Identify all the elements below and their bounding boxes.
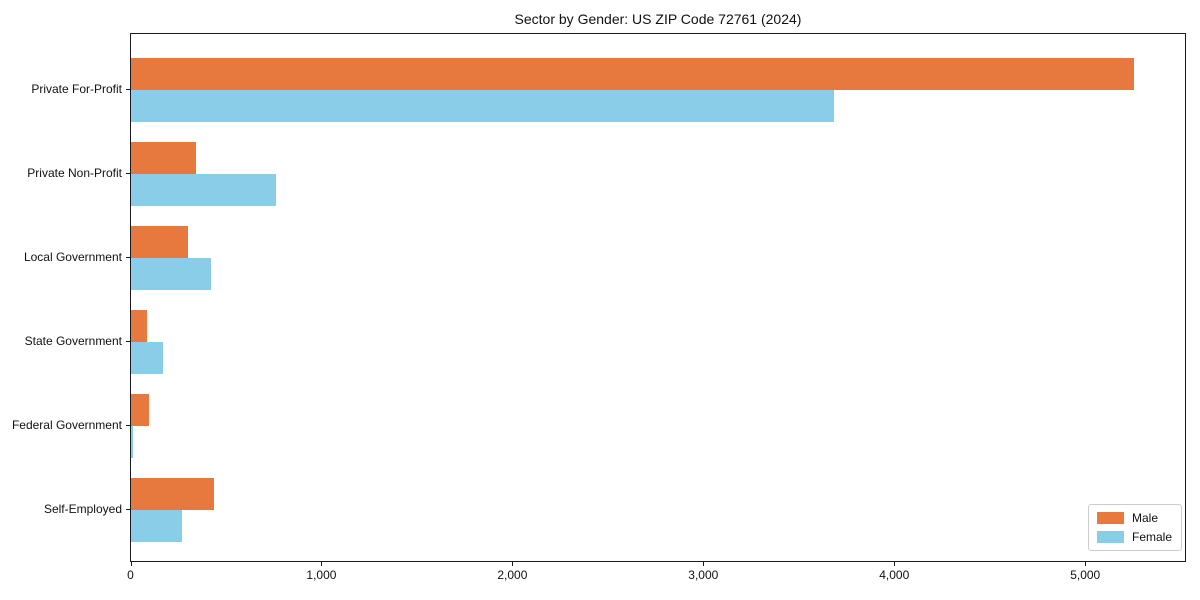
y-axis-label-local-government: Local Government xyxy=(23,249,122,264)
plot-area: Male Female xyxy=(130,33,1186,562)
legend-swatch-female xyxy=(1096,531,1124,543)
y-tick-mark xyxy=(126,256,130,258)
bar-male-self-employed xyxy=(131,477,215,510)
y-axis-label-state-government: State Government xyxy=(24,333,122,348)
x-axis-label-4-000: 4,000 xyxy=(879,568,910,582)
bar-male-state-government xyxy=(131,309,148,342)
bar-female-local-government xyxy=(131,257,212,290)
y-axis-label-federal-government: Federal Government xyxy=(11,417,122,432)
x-tick-mark xyxy=(512,562,514,566)
bar-male-private-for-profit xyxy=(131,57,1135,90)
x-axis-label-1-000: 1,000 xyxy=(306,568,337,582)
legend: Male Female xyxy=(1087,504,1182,551)
y-axis-label-private-for-profit: Private For-Profit xyxy=(31,81,122,96)
bar-male-private-non-profit xyxy=(131,141,196,174)
x-tick-mark xyxy=(894,562,896,566)
x-axis-label-5-000: 5,000 xyxy=(1070,568,1101,582)
bar-female-self-employed xyxy=(131,509,182,542)
bar-female-private-for-profit xyxy=(131,89,834,122)
x-axis-label-0: 0 xyxy=(127,568,134,582)
bar-male-federal-government xyxy=(131,393,150,426)
y-tick-mark xyxy=(126,172,130,174)
y-axis-label-self-employed: Self-Employed xyxy=(43,501,122,516)
legend-label-male: Male xyxy=(1131,511,1158,525)
legend-swatch-male xyxy=(1096,512,1124,524)
y-tick-mark xyxy=(126,424,130,426)
y-tick-mark xyxy=(126,508,130,510)
chart-title: Sector by Gender: US ZIP Code 72761 (202… xyxy=(514,11,802,27)
legend-entry-female: Female xyxy=(1096,530,1172,544)
x-axis-label-3-000: 3,000 xyxy=(688,568,719,582)
bar-female-federal-government xyxy=(131,425,133,458)
bar-female-state-government xyxy=(131,341,163,374)
x-axis-label-2-000: 2,000 xyxy=(497,568,528,582)
x-tick-mark xyxy=(1085,562,1087,566)
y-tick-mark xyxy=(126,88,130,90)
y-axis-label-private-non-profit: Private Non-Profit xyxy=(27,165,122,180)
y-tick-mark xyxy=(126,340,130,342)
x-tick-mark xyxy=(703,562,705,566)
bar-female-private-non-profit xyxy=(131,173,277,206)
legend-entry-male: Male xyxy=(1096,511,1172,525)
legend-label-female: Female xyxy=(1131,530,1172,544)
x-tick-mark xyxy=(321,562,323,566)
bar-male-local-government xyxy=(131,225,189,258)
x-tick-mark xyxy=(130,562,132,566)
